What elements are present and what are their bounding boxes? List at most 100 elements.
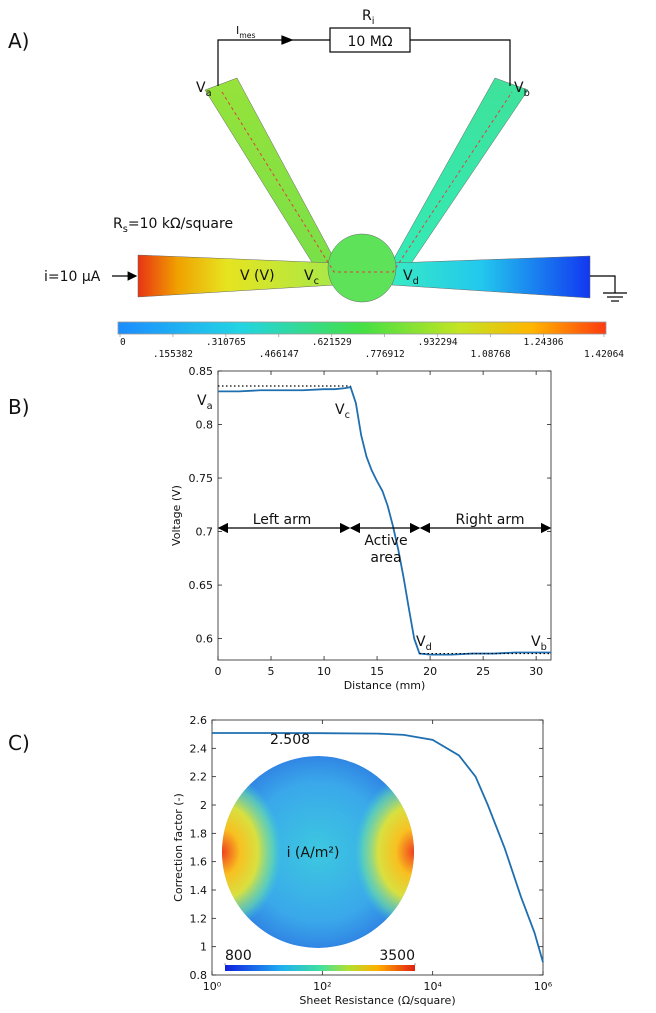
- resistor-name-part: i: [372, 16, 375, 27]
- point-label-part: c: [345, 410, 350, 421]
- x-tick-label: 10²: [313, 980, 331, 993]
- ground-wire: [590, 275, 616, 293]
- probe-arm: [391, 77, 529, 269]
- inset-colorbar-label: 3500: [379, 948, 415, 964]
- colorbar-tick-label: .776912: [365, 349, 405, 360]
- colorbar: [117, 321, 607, 335]
- x-tick-label: 10: [317, 665, 331, 678]
- panel-label: A): [8, 29, 29, 53]
- x-tick-label: 10⁴: [423, 980, 442, 993]
- y-tick-label: 0.6: [196, 633, 214, 646]
- current-label: Imes: [236, 24, 255, 40]
- x-tick-label: 5: [268, 665, 275, 678]
- x-axis-label: Sheet Resistance (Ω/square): [299, 994, 455, 1007]
- sheet-resistance: Rs=10 kΩ/square: [113, 216, 233, 235]
- hot-spot: [354, 774, 414, 930]
- wire: [410, 39, 511, 86]
- plateau-label: 2.508: [270, 732, 310, 748]
- colorbar-tick-label: .621529: [312, 337, 352, 348]
- colorbar-tick-label: .932294: [418, 337, 458, 348]
- y-tick-label: 0.8: [196, 419, 214, 432]
- y-tick-label: 1.6: [190, 856, 208, 869]
- x-tick-label: 15: [370, 665, 384, 678]
- field-label: V (V): [240, 268, 275, 284]
- probe-label-part: V: [304, 268, 314, 284]
- colorbar-tick-label: 1.08768: [471, 349, 511, 360]
- sheet-resistance-part: =10 kΩ/square: [128, 216, 233, 232]
- region-label: area: [370, 550, 401, 566]
- probe-label-part: b: [524, 88, 530, 99]
- probe-label-part: V: [196, 80, 206, 96]
- y-tick-label: 1: [200, 941, 207, 954]
- data-line: [212, 732, 544, 963]
- active-area: [327, 233, 397, 303]
- plot-frame: [211, 719, 544, 976]
- inset-disk: [222, 756, 414, 948]
- point-label-part: a: [207, 401, 213, 412]
- resistor-name: Ri: [362, 8, 374, 27]
- x-axis-label: Distance (mm): [344, 679, 426, 692]
- x-tick-label: 25: [476, 665, 490, 678]
- x-tick-label: 30: [529, 665, 543, 678]
- y-tick-label: 0.65: [189, 579, 214, 592]
- region-label: Left arm: [253, 512, 312, 528]
- probe-arm: [204, 77, 337, 273]
- y-axis-label: Voltage (V): [170, 485, 183, 546]
- y-tick-label: 1.8: [190, 827, 208, 840]
- point-label: Vb: [531, 634, 547, 653]
- probe-label-part: V: [514, 80, 524, 96]
- probe-label-part: d: [413, 276, 419, 287]
- inset-map: [222, 756, 414, 948]
- y-tick-label: 0.8: [190, 969, 208, 982]
- device: [137, 77, 591, 303]
- inset-colorbar: [225, 965, 415, 971]
- resistor-name-part: R: [362, 8, 372, 24]
- resistor-value: 10 MΩ: [347, 34, 392, 50]
- measure-path: [221, 91, 513, 273]
- y-tick-label: 2.2: [190, 771, 208, 784]
- inset-label: i (A/m²): [287, 845, 340, 861]
- panel-label: C): [8, 731, 30, 755]
- current-label-part: I: [236, 24, 239, 37]
- point-label-part: b: [541, 642, 547, 653]
- y-tick-label: 2.4: [190, 742, 208, 755]
- colorbar-tick-label: 1.42064: [584, 349, 624, 360]
- x-tick-label: 10⁰: [203, 980, 222, 993]
- y-axis-label: Correction factor (-): [172, 793, 185, 902]
- inset-colorbar-label: 800: [225, 948, 252, 964]
- point-label: Va: [197, 393, 213, 412]
- sheet-resistance-part: s: [123, 224, 128, 235]
- x-tick-label: 0: [215, 665, 222, 678]
- probe-label: Vc: [304, 268, 319, 287]
- point-label: Vd: [416, 634, 432, 653]
- probe-label-part: c: [314, 276, 319, 287]
- y-tick-label: 1.4: [190, 884, 208, 897]
- region-label: Right arm: [455, 512, 524, 528]
- point-label-part: V: [531, 634, 541, 650]
- panel-label: B): [8, 395, 30, 419]
- colorbar-tick-label: 1.24306: [523, 337, 563, 348]
- y-tick-label: 0.85: [189, 365, 214, 378]
- y-tick-label: 1.2: [190, 912, 208, 925]
- source-label: i=10 μA: [44, 269, 101, 285]
- data-line: [218, 386, 551, 656]
- point-label-part: V: [197, 393, 207, 409]
- probe-label: Vd: [403, 268, 419, 287]
- point-label-part: V: [416, 634, 426, 650]
- plot-frame: [217, 370, 552, 661]
- y-tick-label: 0.75: [189, 472, 214, 485]
- probe-label-part: V: [403, 268, 413, 284]
- x-tick-label: 20: [423, 665, 437, 678]
- current-arrow: [281, 35, 294, 45]
- resistor: [329, 27, 411, 53]
- circuit: [112, 27, 627, 302]
- y-tick-label: 0.7: [196, 526, 214, 539]
- y-tick-label: 2.6: [190, 714, 208, 727]
- colorbar-tick-label: 0: [120, 337, 126, 348]
- colorbar-tick-label: .466147: [259, 349, 299, 360]
- colorbar-tick-label: .310765: [206, 337, 246, 348]
- x-tick-label: 10⁶: [534, 980, 553, 993]
- probe-label: Vb: [514, 80, 530, 99]
- sheet-resistance-part: R: [113, 216, 123, 232]
